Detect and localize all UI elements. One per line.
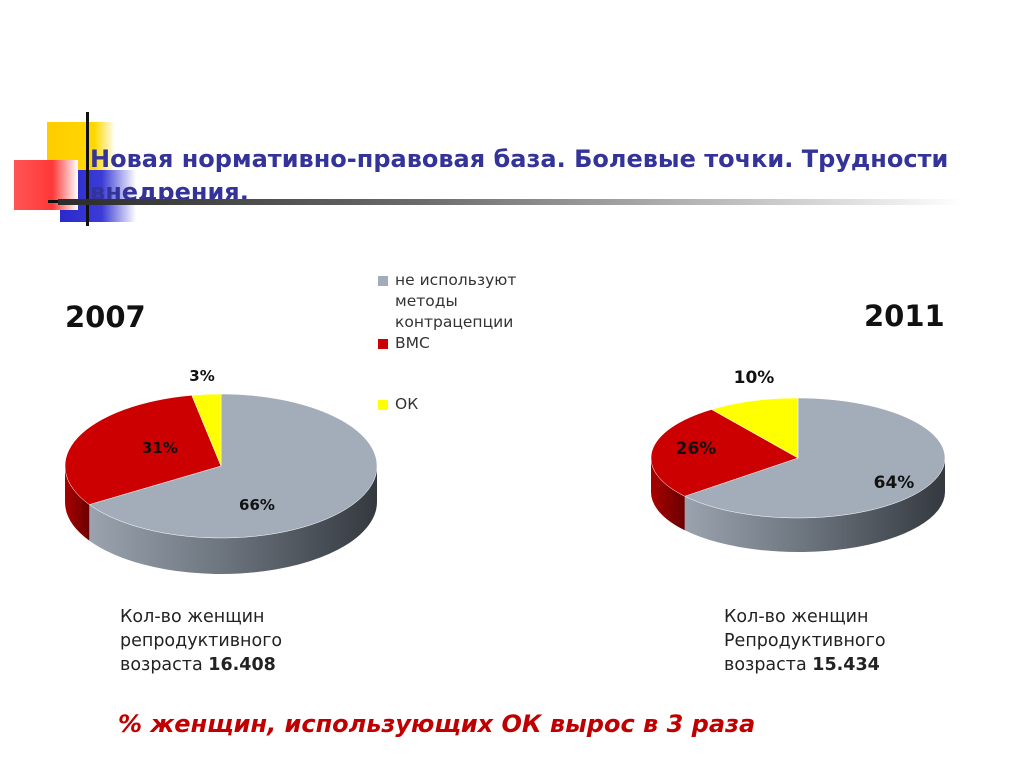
pie-slice-0 xyxy=(684,397,946,519)
year-2007-label: 2007 xyxy=(65,300,146,334)
legend-item-ok: ОК xyxy=(378,394,578,415)
pie-side-1 xyxy=(65,466,90,541)
pie-slice-0 xyxy=(88,393,378,539)
caption-2011-value: 15.434 xyxy=(812,655,880,675)
legend-swatch-grey xyxy=(378,276,388,286)
pie-data-label-0: 64% xyxy=(874,473,915,493)
caption-2011: Кол-во женщин Репродуктивного возраста 1… xyxy=(724,605,924,677)
pie-2007: 66% 31% 3% xyxy=(64,367,378,575)
caption-2007: Кол-во женщин репродуктивного возраста 1… xyxy=(120,605,320,677)
pie-data-label-2: 10% xyxy=(734,368,775,388)
caption-2007-value: 16.408 xyxy=(208,655,276,675)
pie-side-0 xyxy=(89,466,377,575)
pie-data-label-2: 3% xyxy=(189,367,214,385)
conclusion-text: % женщин, использующих ОК вырос в 3 раза xyxy=(118,710,756,738)
pie-2011: 64% 26% 10% xyxy=(650,368,946,552)
legend-item-not-using: не используют методы контрацепции xyxy=(378,270,545,333)
pie-data-label-0: 66% xyxy=(239,496,275,514)
pie-side-1 xyxy=(651,458,685,531)
caption-2007-text: Кол-во женщин репродуктивного возраста xyxy=(120,607,283,675)
chart-legend: не используют методы контрацепции ВМС ОК xyxy=(378,270,578,415)
pie-data-label-1: 31% xyxy=(142,439,178,457)
pie-slice-1 xyxy=(650,409,799,497)
pie-data-label-1: 26% xyxy=(676,439,717,459)
legend-swatch-yellow xyxy=(378,400,388,410)
legend-label: ВМС xyxy=(395,334,430,352)
caption-2011-text: Кол-во женщин Репродуктивного возраста xyxy=(724,607,886,675)
year-2011-label: 2011 xyxy=(864,299,945,333)
pie-slice-2 xyxy=(191,393,222,467)
pie-side-0 xyxy=(684,458,945,552)
legend-label: ОК xyxy=(395,395,419,413)
pie-slice-1 xyxy=(64,395,222,505)
deco-vertical-line xyxy=(86,112,89,226)
legend-item-vms: ВМС xyxy=(378,333,578,354)
legend-label: не используют методы контрацепции xyxy=(395,271,517,331)
title-underline xyxy=(58,199,963,205)
pie-slice-2 xyxy=(710,397,799,459)
legend-swatch-red xyxy=(378,339,388,349)
